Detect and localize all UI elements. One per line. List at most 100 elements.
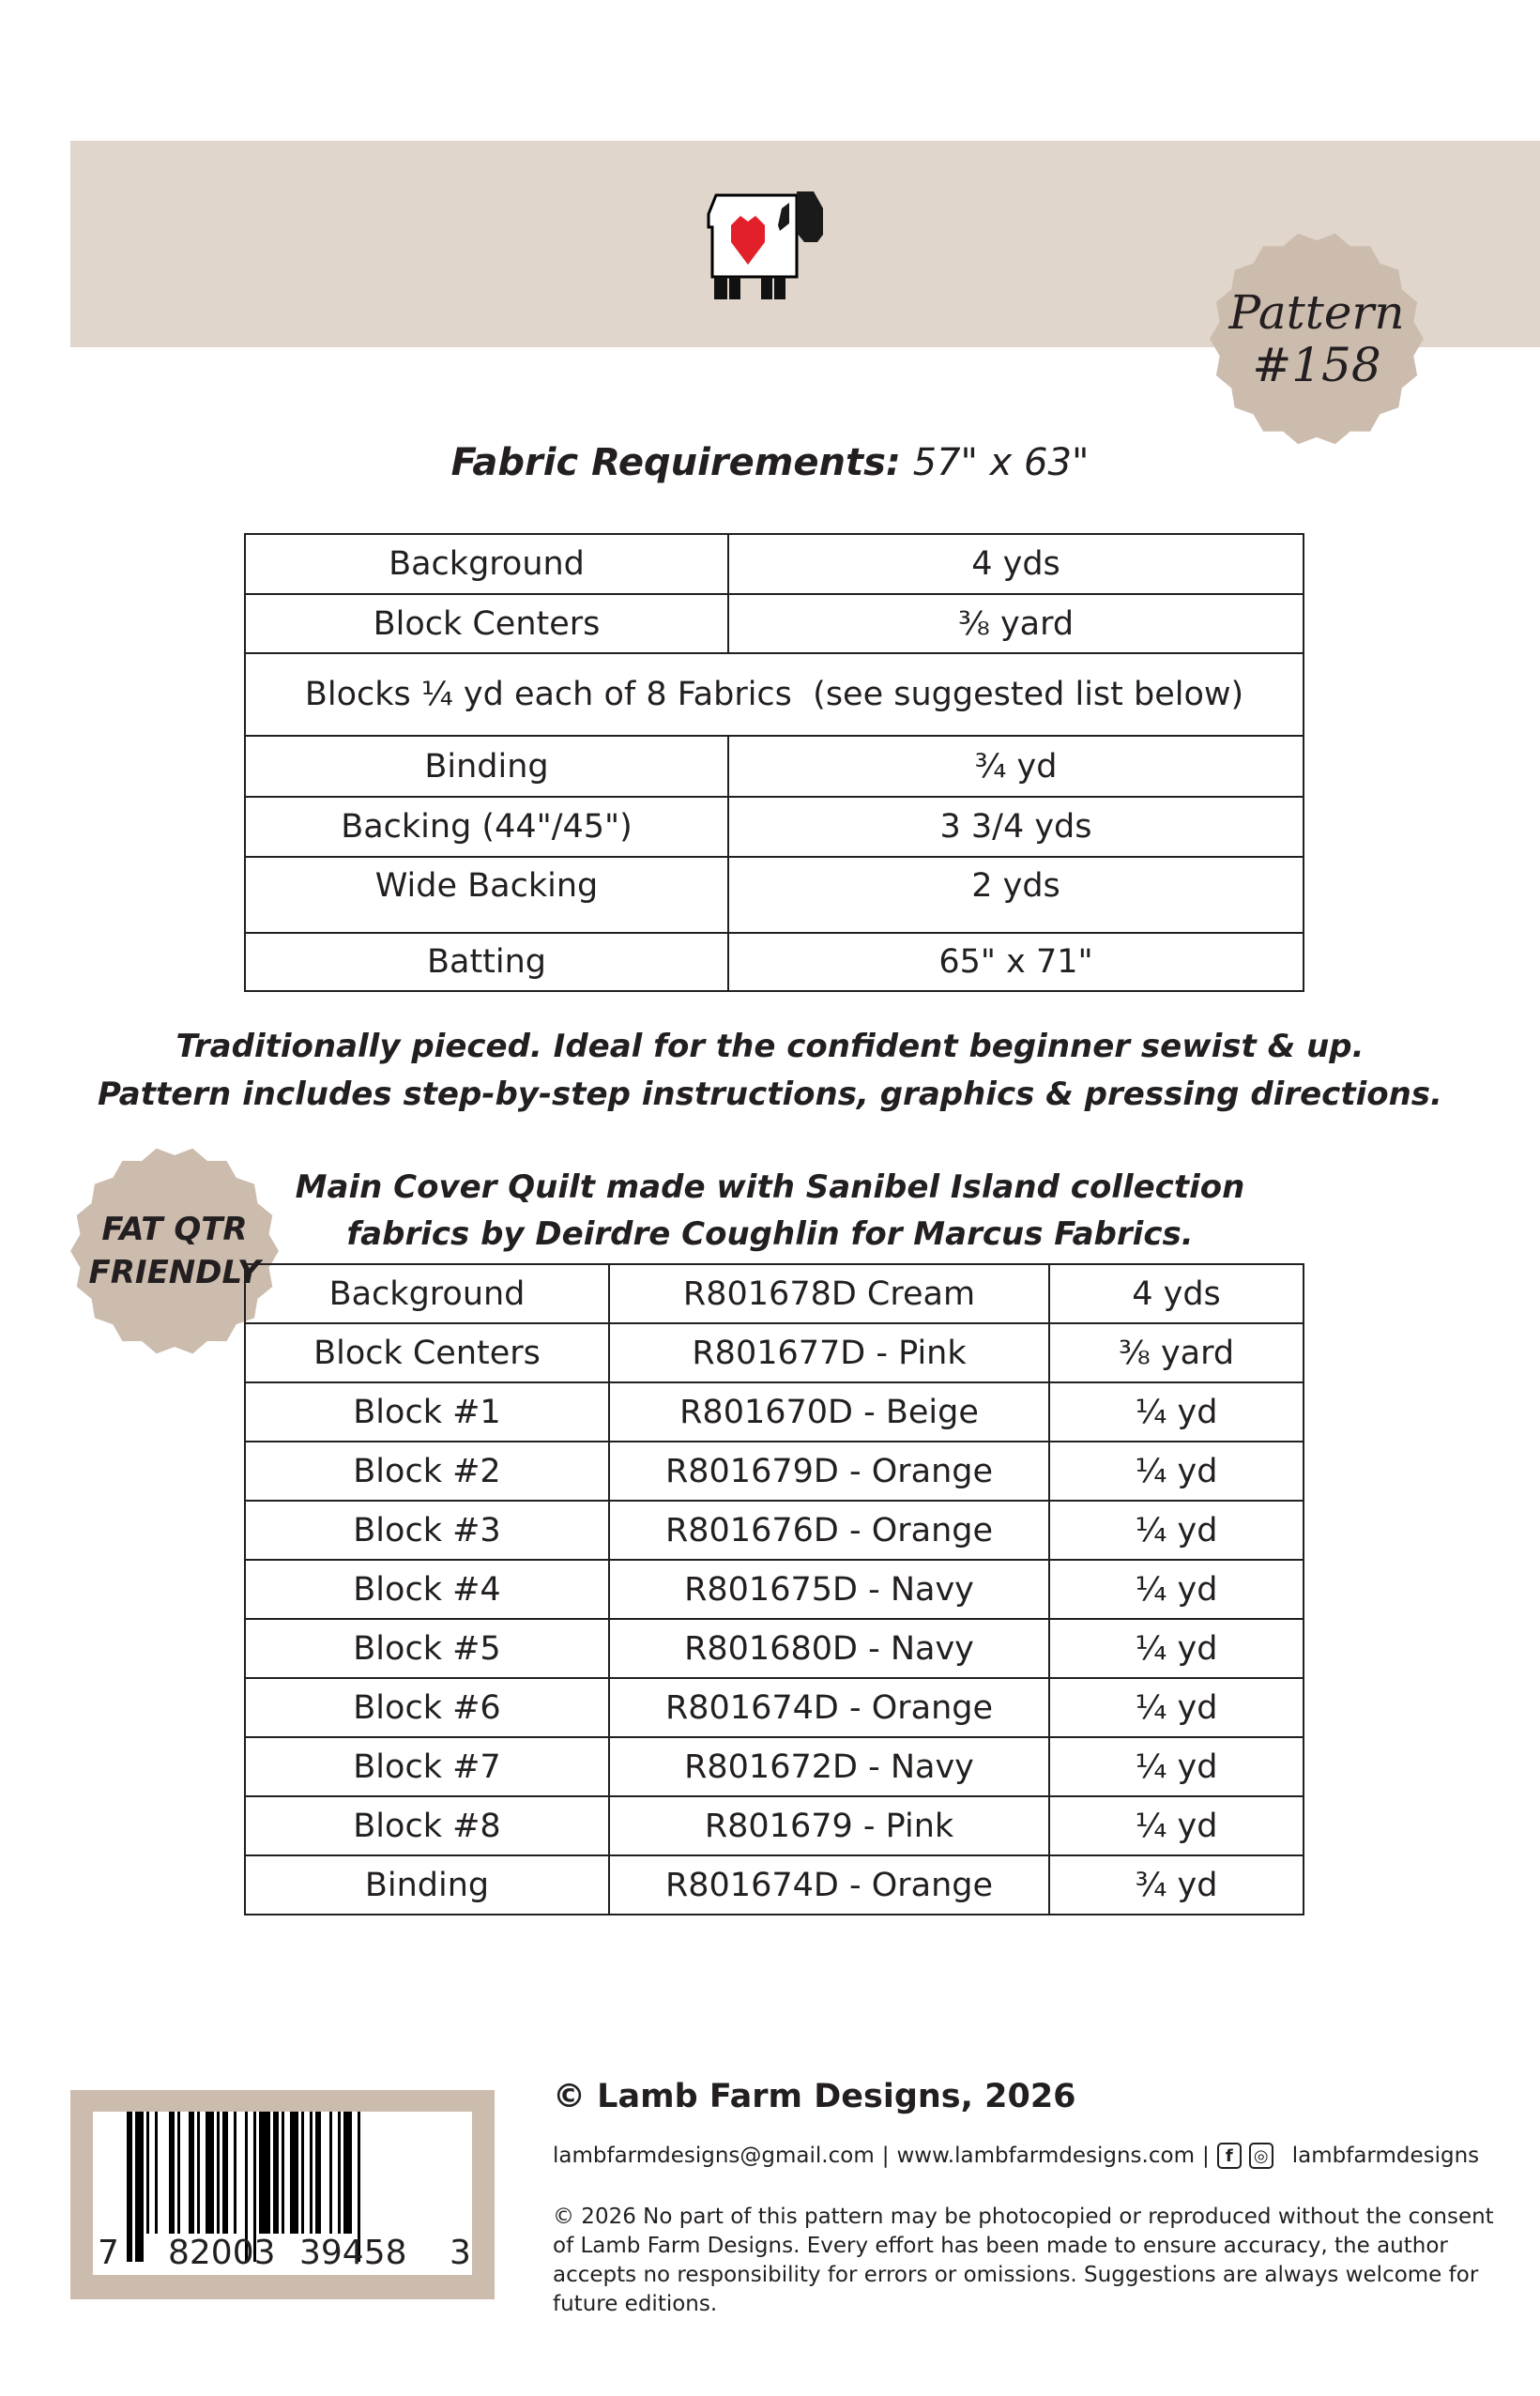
fabric-sku: R801676D - Orange — [608, 1500, 1050, 1561]
barcode-digits: 39458 — [299, 2234, 407, 2272]
collection-note-line-1: Main Cover Quilt made with Sanibel Islan… — [295, 1168, 1245, 1206]
barcode-bar — [282, 2112, 284, 2234]
fabric-use: Binding — [244, 1854, 610, 1915]
table-row: Block #5 R801680D - Navy ¼ yd — [244, 1618, 1304, 1679]
description-line-2: Pattern includes step-by-step instructio… — [98, 1076, 1442, 1113]
fabric-amount: 4 yds — [1048, 1263, 1304, 1324]
table-row: Block #6 R801674D - Orange ¼ yd — [244, 1677, 1304, 1738]
table-row: Block #2 R801679D - Orange ¼ yd — [244, 1441, 1304, 1502]
barcode-bar — [206, 2112, 214, 2234]
table-row: Binding R801674D - Orange ¾ yd — [244, 1854, 1304, 1915]
table-row: Block #1 R801670D - Beige ¼ yd — [244, 1381, 1304, 1442]
barcode-digit: 7 — [98, 2234, 119, 2272]
fabric-sku: R801678D Cream — [608, 1263, 1050, 1324]
barcode-bar — [177, 2112, 180, 2234]
fabric-use: Background — [244, 1263, 610, 1324]
fabric-use: Block #2 — [244, 1441, 610, 1502]
table-row: Wide Backing 2 yds — [244, 856, 1304, 934]
table-row: Backing (44"/45") 3 3/4 yds — [244, 796, 1304, 858]
website-link[interactable]: www.lambfarmdesigns.com — [896, 2144, 1195, 2168]
fabric-amount: ¾ yd — [1048, 1854, 1304, 1915]
table-row: Block #4 R801675D - Navy ¼ yd — [244, 1559, 1304, 1620]
fabric-sku: R801680D - Navy — [608, 1618, 1050, 1679]
cell: Background — [244, 533, 729, 595]
pattern-number-badge: Pattern #158 — [1210, 232, 1424, 446]
page-title: Fabric Requirements: 57" x 63" — [0, 441, 1540, 484]
barcode-bar — [310, 2112, 313, 2234]
fabric-amount: ¼ yd — [1048, 1618, 1304, 1679]
fabric-list-table: Background R801678D Cream 4 yds Block Cente… — [244, 1263, 1304, 1915]
fabric-use: Block #1 — [244, 1381, 610, 1442]
barcode-bar — [273, 2112, 279, 2234]
fabric-use: Block #6 — [244, 1677, 610, 1738]
cell: Wide Backing — [244, 856, 729, 934]
barcode-bar — [315, 2112, 321, 2234]
badge-line: FAT QTR — [101, 1211, 248, 1248]
requirements-table: Background 4 yds Block Centers ⅜ yard Bloc… — [244, 533, 1304, 992]
fabric-use: Block #5 — [244, 1618, 610, 1679]
barcode-bar — [301, 2112, 304, 2234]
barcode-bar — [343, 2112, 352, 2234]
barcode-bar — [127, 2112, 132, 2262]
barcode-bar — [146, 2112, 149, 2234]
collection-note-line-2: fabrics by Deirdre Coughlin for Marcus F… — [346, 1215, 1194, 1253]
barcode-bar — [245, 2112, 248, 2262]
fabric-use: Block #3 — [244, 1500, 610, 1561]
cell: 65" x 71" — [727, 932, 1304, 992]
legal-notice: © 2026 No part of this pattern may be ph… — [553, 2205, 1494, 2316]
table-row: Block Centers ⅜ yard — [244, 593, 1304, 654]
cell: ¾ yd — [727, 735, 1304, 798]
fabric-use: Block #4 — [244, 1559, 610, 1620]
fabric-amount: ¼ yd — [1048, 1381, 1304, 1442]
table-row: Background R801678D Cream 4 yds — [244, 1263, 1304, 1324]
email-link[interactable]: lambfarmdesigns@gmail.com — [553, 2144, 875, 2168]
badge-pattern-label: Pattern — [1228, 285, 1405, 340]
fabric-use: Block #7 — [244, 1736, 610, 1797]
fabric-amount: ¼ yd — [1048, 1500, 1304, 1561]
quilt-size: 57" x 63" — [912, 441, 1090, 484]
barcode-bar — [234, 2112, 236, 2234]
fabric-sku: R801674D - Orange — [608, 1677, 1050, 1738]
barcode-digit: 3 — [450, 2234, 471, 2272]
barcode-bar — [155, 2112, 158, 2234]
table-row: Block Centers R801677D - Pink ⅜ yard — [244, 1322, 1304, 1383]
social-handle[interactable]: lambfarmdesigns — [1291, 2144, 1480, 2168]
barcode-bar — [329, 2112, 332, 2234]
lamb-heart-logo — [707, 191, 823, 299]
table-row: Block #7 R801672D - Navy ¼ yd — [244, 1736, 1304, 1797]
fabric-sku: R801670D - Beige — [608, 1381, 1050, 1442]
fabric-amount: ⅜ yard — [1048, 1322, 1304, 1383]
fabric-sku: R801672D - Navy — [608, 1736, 1050, 1797]
table-row: Binding ¾ yd — [244, 735, 1304, 798]
fabric-sku: R801677D - Pink — [608, 1322, 1050, 1383]
fabric-use: Block Centers — [244, 1322, 610, 1383]
fabric-use: Block #8 — [244, 1795, 610, 1856]
title-label: Fabric Requirements: — [450, 441, 901, 484]
separator: | — [1201, 2144, 1210, 2168]
badge-pattern-number: #158 — [1252, 338, 1381, 392]
cell: Backing (44"/45") — [244, 796, 729, 858]
cell: Batting — [244, 932, 729, 992]
cell: ⅜ yard — [727, 593, 1304, 654]
fabric-amount: ¼ yd — [1048, 1736, 1304, 1797]
fabric-sku: R801674D - Orange — [608, 1854, 1050, 1915]
cell: Blocks ¼ yd each of 8 Fabrics (see sugge… — [244, 652, 1304, 737]
barcode-bar — [338, 2112, 341, 2234]
contact-line: lambfarmdesigns@gmail.com | www.lambfarm… — [553, 2143, 1479, 2169]
cell: Binding — [244, 735, 729, 798]
separator: | — [881, 2144, 890, 2168]
description-line-1: Traditionally pieced. Ideal for the conf… — [175, 1028, 1365, 1065]
fabric-sku: R801679 - Pink — [608, 1795, 1050, 1856]
fabric-amount: ¼ yd — [1048, 1559, 1304, 1620]
barcode-bar — [169, 2112, 175, 2234]
fat-quarter-badge: FAT QTR FRIENDLY — [70, 1147, 279, 1355]
fabric-sku: R801679D - Orange — [608, 1441, 1050, 1502]
instagram-icon[interactable]: ◎ — [1248, 2143, 1273, 2169]
cell: 3 3/4 yds — [727, 796, 1304, 858]
fabric-amount: ¼ yd — [1048, 1677, 1304, 1738]
copyright-heading: © Lamb Farm Designs, 2026 — [553, 2078, 1076, 2115]
table-row: Blocks ¼ yd each of 8 Fabrics (see sugge… — [244, 652, 1304, 737]
fabric-amount: ¼ yd — [1048, 1441, 1304, 1502]
facebook-icon[interactable]: f — [1216, 2143, 1242, 2169]
barcode-bar — [222, 2112, 228, 2234]
